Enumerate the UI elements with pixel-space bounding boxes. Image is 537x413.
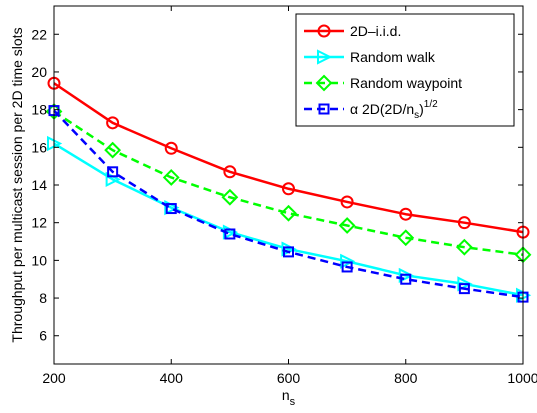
- series-line: [53, 109, 524, 299]
- data-point: [164, 141, 178, 155]
- series-3: [45, 103, 532, 264]
- data-point: [458, 283, 470, 295]
- legend-label-sup: 1/2: [424, 99, 438, 110]
- x-axis-label: ns: [282, 387, 296, 408]
- data-point: [282, 182, 295, 196]
- series-layer: [45, 76, 532, 303]
- legend-label: α 2D(2D/ns)1/2: [350, 99, 438, 121]
- data-point: [223, 165, 237, 179]
- data-point: [341, 261, 353, 273]
- y-tick-label: 22: [31, 26, 47, 42]
- x-tick-label: 600: [277, 370, 301, 386]
- data-point: [104, 141, 122, 159]
- y-tick-label: 8: [39, 290, 47, 306]
- legend-label-part: α 2D(2D/n: [350, 101, 414, 117]
- x-tick-label: 800: [394, 370, 418, 386]
- x-axis-label-main: n: [282, 387, 290, 403]
- data-point: [280, 204, 297, 222]
- data-point: [224, 228, 236, 240]
- legend-marker: [318, 103, 330, 115]
- legend-label: Random walk: [350, 49, 436, 65]
- x-tick-label: 400: [160, 370, 184, 386]
- series-line: [53, 142, 524, 297]
- data-point: [457, 216, 471, 230]
- y-tick-label: 12: [31, 215, 47, 231]
- y-tick-label: 20: [31, 64, 47, 80]
- data-point: [397, 229, 415, 247]
- x-tick-label: 1000: [507, 370, 537, 386]
- data-point: [221, 188, 239, 206]
- legend-entry-4: α 2D(2D/ns)1/2: [304, 99, 438, 121]
- legend: 2D–i.i.d. Random walk Random waypoint α 2D(…: [295, 13, 515, 127]
- data-point: [398, 267, 414, 284]
- y-tick-label: 10: [31, 252, 47, 268]
- legend-entry-2: Random walk: [304, 49, 436, 65]
- legend-marker: [315, 74, 333, 92]
- x-tick-label: 200: [42, 370, 66, 386]
- data-point: [399, 207, 413, 221]
- series-line: [53, 110, 524, 256]
- legend-label: Random waypoint: [350, 75, 462, 91]
- data-point: [162, 169, 180, 186]
- y-tick-label: 16: [31, 139, 47, 155]
- data-point: [455, 238, 473, 256]
- data-point: [338, 217, 356, 234]
- data-point: [457, 276, 473, 292]
- data-point: [400, 273, 412, 285]
- y-axis-label: Throughput per multicast session per 2D …: [9, 27, 25, 342]
- data-point: [106, 116, 120, 130]
- legend-label-part: ): [419, 101, 424, 117]
- data-point: [283, 246, 294, 258]
- y-tick-label: 18: [31, 102, 47, 118]
- data-point: [107, 166, 119, 178]
- series-4: [48, 105, 529, 303]
- legend-entry-3: Random waypoint: [304, 74, 462, 92]
- y-tick-label: 14: [31, 177, 47, 193]
- ticks-layer: 200 400 600 800 1000 6 8 10 12 14 16 18 20 22: [31, 6, 537, 386]
- series-line: [53, 82, 524, 234]
- legend-marker: [317, 24, 331, 38]
- legend-marker: [317, 49, 333, 65]
- data-point: [340, 253, 356, 269]
- y-tick-label: 6: [39, 328, 47, 344]
- data-point: [340, 195, 354, 209]
- legend-entry-1: 2D–i.i.d.: [304, 23, 401, 39]
- x-axis-label-sub: s: [290, 396, 296, 408]
- legend-label: 2D–i.i.d.: [350, 23, 401, 39]
- legend-label-sub: s: [414, 110, 419, 121]
- data-point: [165, 203, 177, 215]
- legend-box: [295, 13, 515, 127]
